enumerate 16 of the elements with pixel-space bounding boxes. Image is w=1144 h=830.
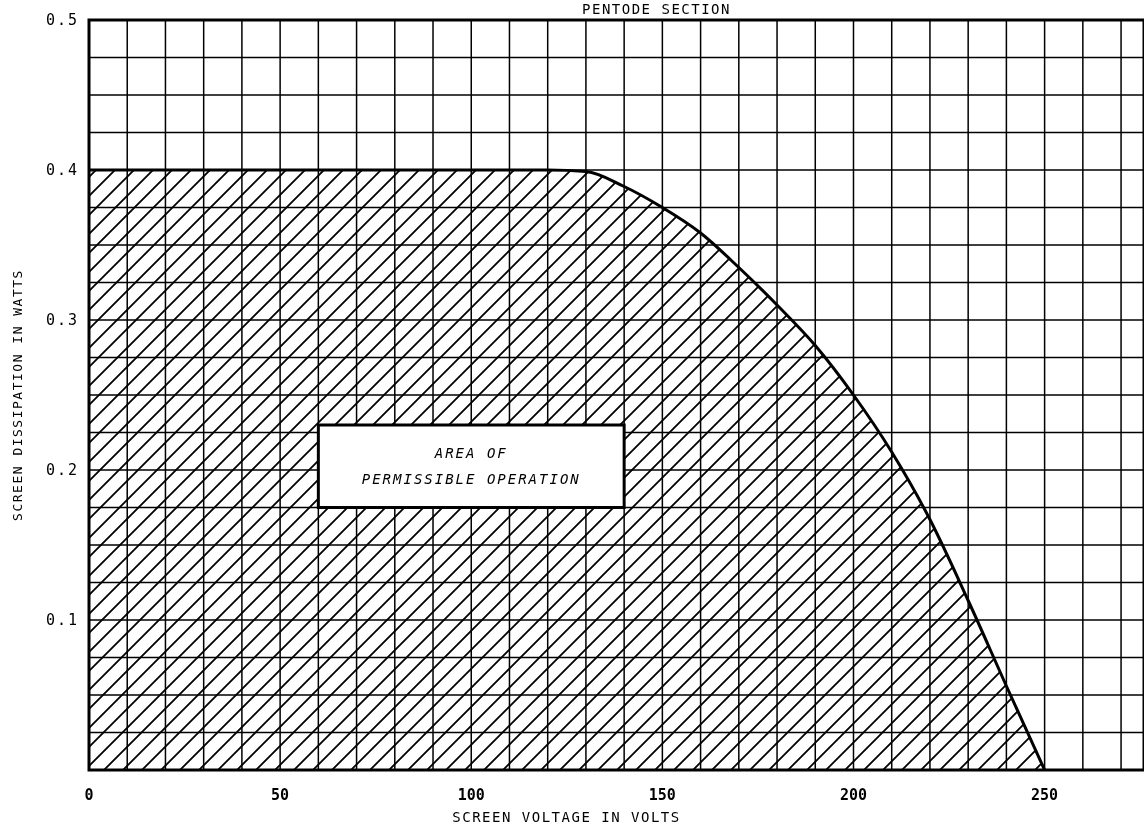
x-tick-label: 100 — [457, 786, 485, 804]
x-tick-label: 0 — [84, 786, 94, 804]
y-axis-title: SCREEN DISSIPATION IN WATTS — [10, 269, 25, 521]
annotation: AREA OF PERMISSIBLE OPERATION — [361, 445, 581, 488]
x-tick-label: 250 — [1031, 786, 1059, 804]
x-tick-label: 150 — [648, 786, 676, 804]
y-tick-label: 0.1 — [45, 611, 79, 629]
x-tick-label: 200 — [839, 786, 868, 804]
label-box: AREA OF PERMISSIBLE OPERATION — [316, 423, 626, 509]
y-tick-label: 0.3 — [45, 311, 79, 329]
chart-title: PENTODE SECTION — [582, 1, 731, 17]
x-tick-label: 50 — [271, 786, 290, 804]
y-tick-label: 0.4 — [45, 161, 79, 179]
y-tick-label: 0.2 — [45, 461, 79, 479]
y-tick-label: 0.5 — [45, 11, 79, 29]
x-axis-title: SCREEN VOLTAGE IN VOLTS — [452, 809, 681, 825]
